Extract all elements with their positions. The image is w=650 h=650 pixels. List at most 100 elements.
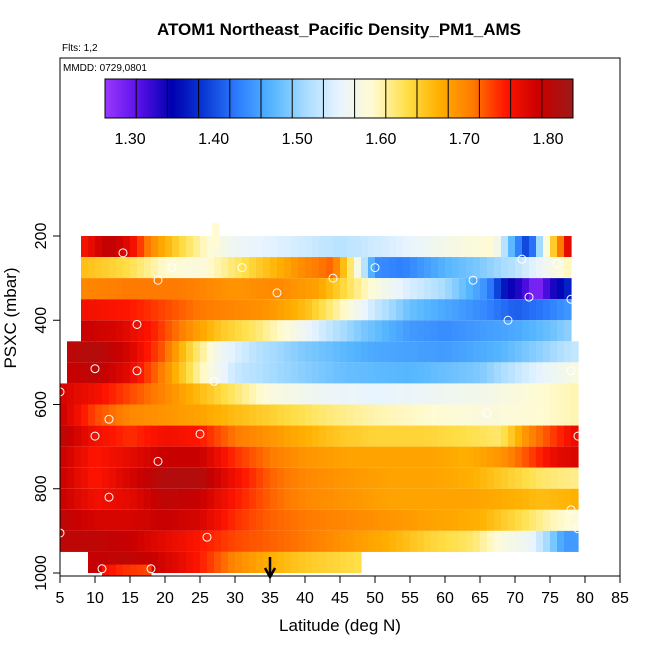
heatmap-cell: [95, 362, 103, 384]
heatmap-cell: [417, 362, 425, 384]
heatmap-cell: [389, 467, 397, 489]
heatmap-cell: [326, 257, 334, 279]
heatmap-cell: [515, 530, 523, 552]
heatmap-cell: [445, 383, 453, 405]
heatmap-cell: [221, 362, 229, 384]
sample-points: [55, 248, 583, 574]
heatmap-cell: [529, 404, 537, 426]
heatmap-cell: [326, 383, 334, 405]
heatmap-cell: [410, 530, 418, 552]
heatmap-cell: [221, 299, 229, 321]
heatmap-cell: [291, 488, 299, 510]
heatmap-cell: [284, 362, 292, 384]
heatmap-cell: [130, 551, 138, 573]
heatmap-cell: [522, 236, 530, 258]
heatmap-cell: [522, 488, 530, 510]
heatmap-cell: [284, 509, 292, 531]
heatmap-cell: [235, 299, 243, 321]
heatmap-cell: [501, 530, 509, 552]
heatmap-cell: [543, 488, 551, 510]
heatmap-cell: [291, 257, 299, 279]
x-tick-label: 55: [401, 590, 419, 607]
heatmap-cell: [424, 236, 432, 258]
heatmap-cell: [74, 362, 82, 384]
heatmap-cell: [410, 446, 418, 468]
heatmap-cell: [431, 530, 439, 552]
heatmap-cell: [102, 341, 110, 363]
x-tick-label: 20: [156, 590, 174, 607]
heatmap-cell: [312, 236, 320, 258]
heatmap-cell: [494, 341, 502, 363]
heatmap-cell: [368, 341, 376, 363]
heatmap-cell: [116, 257, 124, 279]
heatmap-cell: [529, 236, 537, 258]
heatmap-cell: [571, 425, 579, 447]
heatmap-cell: [459, 446, 467, 468]
heatmap-cell: [81, 320, 89, 342]
heatmap-cell: [319, 530, 327, 552]
heatmap-cell: [438, 341, 446, 363]
heatmap-cell: [333, 488, 341, 510]
heatmap-cell: [375, 530, 383, 552]
heatmap-cell: [193, 467, 201, 489]
heatmap-cell: [375, 299, 383, 321]
heatmap-cell: [396, 362, 404, 384]
heatmap-cell: [123, 551, 131, 573]
heatmap-cell: [144, 509, 152, 531]
heatmap-cell: [571, 341, 579, 363]
heatmap-cell: [81, 446, 89, 468]
sample-point: [566, 294, 576, 304]
heatmap-cell: [326, 404, 334, 426]
heatmap-cell: [221, 404, 229, 426]
heatmap-cell: [375, 320, 383, 342]
heatmap-cell: [291, 341, 299, 363]
heatmap-cell: [536, 299, 544, 321]
heatmap-cell: [347, 299, 355, 321]
heatmap-cell: [256, 446, 264, 468]
heatmap-cell: [543, 299, 551, 321]
heatmap-cell: [221, 341, 229, 363]
heatmap-cell: [123, 320, 131, 342]
heatmap-cell: [242, 404, 250, 426]
heatmap-cell: [396, 530, 404, 552]
heatmap-cell: [389, 425, 397, 447]
heatmap-cell: [543, 236, 551, 258]
heatmap-cell: [291, 404, 299, 426]
heatmap-cell: [550, 257, 558, 279]
heatmap-cell: [466, 236, 474, 258]
heatmap-cell: [116, 341, 124, 363]
heatmap-cell: [102, 278, 110, 300]
heatmap-cell: [305, 467, 313, 489]
heatmap-cell: [158, 341, 166, 363]
sample-point: [146, 564, 156, 574]
heatmap-cell: [333, 320, 341, 342]
heatmap-cell: [557, 320, 565, 342]
heatmap-cell: [340, 320, 348, 342]
heatmap-cell: [249, 236, 257, 258]
heatmap-cell: [130, 509, 138, 531]
heatmap-cell: [480, 425, 488, 447]
heatmap-cell: [368, 383, 376, 405]
colorbar-tick-label: 1.30: [114, 131, 145, 148]
sample-point: [104, 414, 114, 424]
heatmap-cell: [242, 341, 250, 363]
heatmap-cell: [130, 341, 138, 363]
heatmap-cell: [312, 383, 320, 405]
heatmap-cell: [452, 383, 460, 405]
heatmap-cell: [417, 404, 425, 426]
heatmap-cell: [564, 488, 572, 510]
heatmap-cell: [501, 488, 509, 510]
heatmap-cell: [529, 362, 537, 384]
heatmap-cell: [130, 236, 138, 258]
heatmap-cell: [284, 551, 292, 573]
heatmap-cell: [417, 530, 425, 552]
heatmap-cell: [256, 278, 264, 300]
heatmap-cell: [228, 404, 236, 426]
x-axis-label: Latitude (deg N): [279, 616, 401, 635]
heatmap-cell: [151, 257, 159, 279]
colorbar-tick-label: 1.50: [282, 131, 313, 148]
heatmap-cell: [312, 404, 320, 426]
heatmap-cell: [473, 341, 481, 363]
heatmap-cell: [487, 236, 495, 258]
heatmap-cell: [501, 236, 509, 258]
